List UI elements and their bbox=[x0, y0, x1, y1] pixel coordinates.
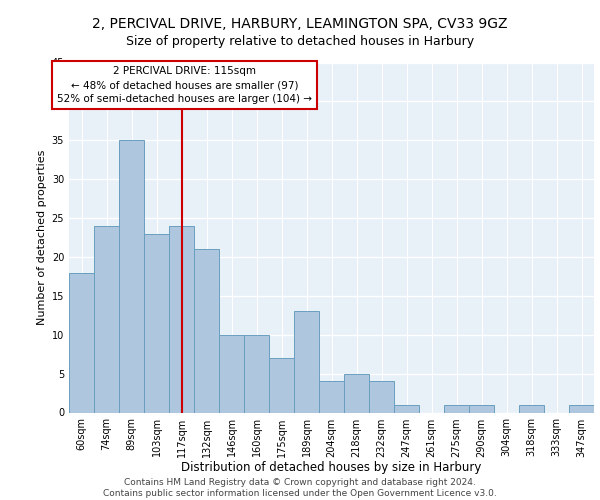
Bar bbox=[69, 272, 94, 412]
Text: 2 PERCIVAL DRIVE: 115sqm
← 48% of detached houses are smaller (97)
52% of semi-d: 2 PERCIVAL DRIVE: 115sqm ← 48% of detach… bbox=[57, 66, 312, 104]
Text: Size of property relative to detached houses in Harbury: Size of property relative to detached ho… bbox=[126, 35, 474, 48]
Bar bbox=[269, 358, 294, 412]
Bar bbox=[294, 312, 319, 412]
Y-axis label: Number of detached properties: Number of detached properties bbox=[37, 150, 47, 325]
Bar bbox=[519, 404, 544, 412]
Text: 2, PERCIVAL DRIVE, HARBURY, LEAMINGTON SPA, CV33 9GZ: 2, PERCIVAL DRIVE, HARBURY, LEAMINGTON S… bbox=[92, 18, 508, 32]
Bar bbox=[319, 382, 344, 412]
Bar bbox=[244, 334, 269, 412]
Bar bbox=[469, 404, 494, 412]
Bar bbox=[119, 140, 144, 412]
Bar bbox=[394, 404, 419, 412]
Bar bbox=[444, 404, 469, 412]
Bar bbox=[194, 249, 219, 412]
Bar bbox=[219, 334, 244, 412]
Bar bbox=[169, 226, 194, 412]
Bar bbox=[144, 234, 169, 412]
Bar bbox=[344, 374, 369, 412]
Text: Contains HM Land Registry data © Crown copyright and database right 2024.
Contai: Contains HM Land Registry data © Crown c… bbox=[103, 478, 497, 498]
Bar bbox=[94, 226, 119, 412]
Bar bbox=[569, 404, 594, 412]
Bar bbox=[369, 382, 394, 412]
X-axis label: Distribution of detached houses by size in Harbury: Distribution of detached houses by size … bbox=[181, 461, 482, 474]
